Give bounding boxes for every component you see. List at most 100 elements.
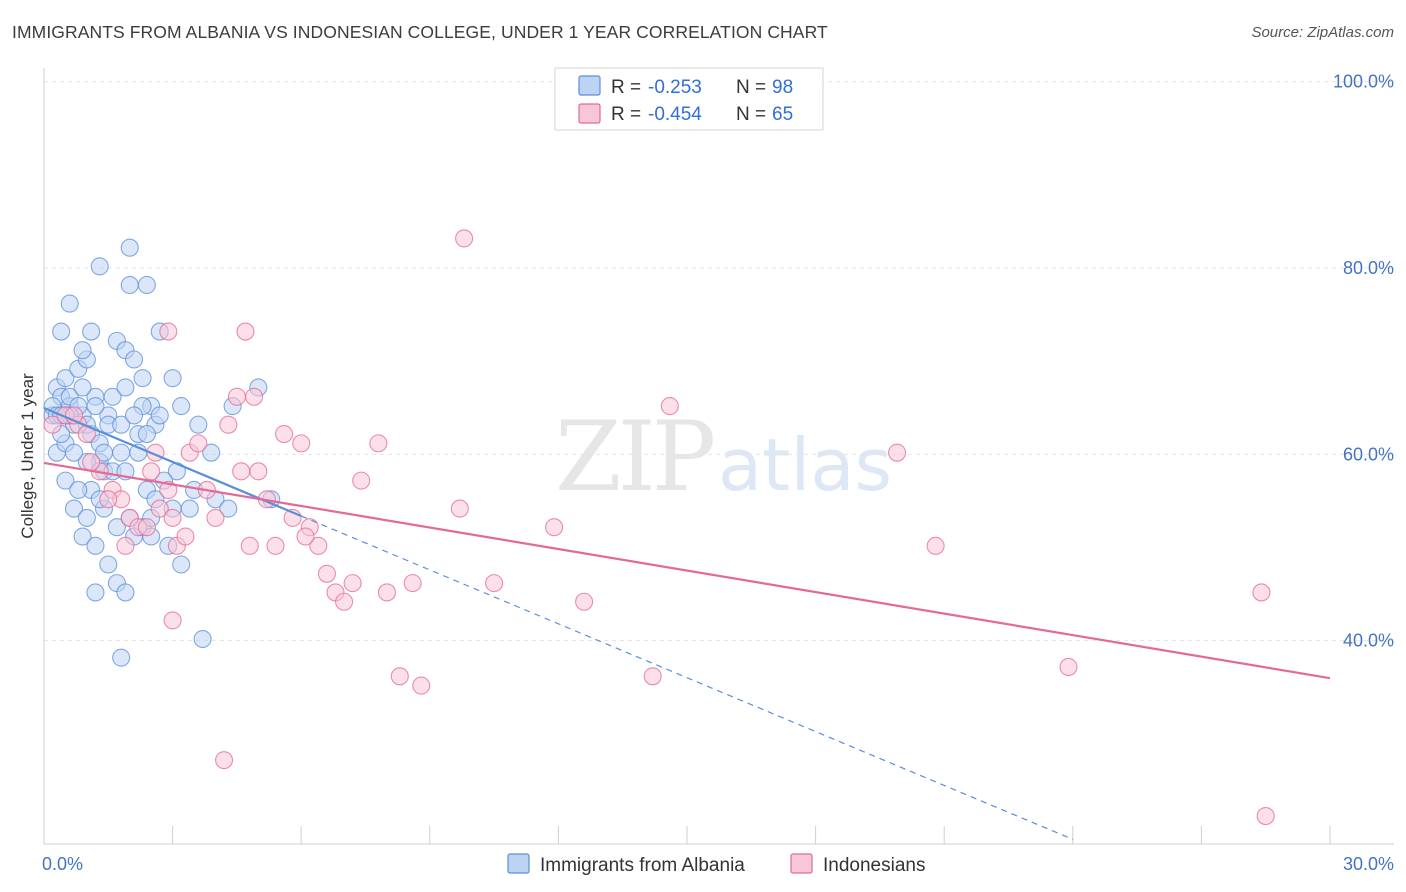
stats-r-label-albania: R = xyxy=(611,77,641,98)
y-tick-label: 100.0% xyxy=(1333,72,1394,92)
indonesian-point xyxy=(545,518,564,537)
albania-point xyxy=(86,536,105,555)
indonesian-point xyxy=(249,462,268,481)
albania-trend-extension xyxy=(300,515,1074,840)
indonesian-point xyxy=(163,508,182,527)
indonesian-point xyxy=(309,536,328,555)
indonesian-point xyxy=(214,751,234,770)
albania-point xyxy=(124,406,144,425)
indonesian-point xyxy=(643,667,662,686)
legend-swatch-indonesians[interactable] xyxy=(790,853,813,874)
indonesian-point xyxy=(377,583,396,602)
albania-point xyxy=(180,499,199,518)
albania-point xyxy=(64,443,84,462)
indonesian-point xyxy=(275,424,294,444)
indonesian-point xyxy=(219,415,238,434)
indonesian-point xyxy=(403,574,422,593)
data-points xyxy=(43,229,1275,826)
indonesian-point xyxy=(412,676,431,695)
albania-point xyxy=(107,518,126,537)
indonesian-point xyxy=(455,229,474,248)
stats-n-label-albania: N = xyxy=(736,77,766,98)
albania-point xyxy=(56,471,75,490)
indonesian-point xyxy=(335,592,354,611)
y-tick-label: 60.0% xyxy=(1343,444,1394,464)
legend-label-albania[interactable]: Immigrants from Albania xyxy=(540,855,745,876)
indonesian-point xyxy=(317,564,336,583)
albania-point xyxy=(73,341,92,360)
indonesian-point xyxy=(292,434,311,453)
albania-point xyxy=(73,527,92,546)
indonesian-trend-line xyxy=(43,461,1331,680)
y-tick-label: 40.0% xyxy=(1343,631,1394,651)
albania-point xyxy=(193,629,212,649)
albania-point xyxy=(99,555,118,574)
y-tick-label: 80.0% xyxy=(1343,258,1394,278)
stats-r-value-indonesians: -0.454 xyxy=(648,104,702,125)
albania-point xyxy=(137,424,156,444)
indonesian-point xyxy=(343,574,362,593)
stats-n-value-indonesians: 65 xyxy=(772,104,793,125)
albania-point xyxy=(112,648,131,667)
x-tick-label-max: 30.0% xyxy=(1343,854,1394,874)
indonesian-point xyxy=(575,592,594,611)
trend-lines xyxy=(43,406,1331,840)
indonesian-point xyxy=(159,322,178,341)
stats-n-value-albania: 98 xyxy=(772,77,793,98)
albania-point xyxy=(56,369,75,388)
indonesian-point xyxy=(240,536,259,555)
indonesian-point xyxy=(99,490,118,509)
watermark: ZIP atlas xyxy=(555,401,892,513)
indonesian-point xyxy=(352,471,371,490)
indonesian-point xyxy=(163,611,182,630)
indonesian-point xyxy=(137,518,156,537)
albania-point xyxy=(189,415,208,434)
stats-swatch-indonesians xyxy=(578,103,601,124)
indonesian-point xyxy=(660,397,679,416)
indonesian-point xyxy=(1256,806,1275,826)
source-credit: Source: ZipAtlas.com xyxy=(1251,24,1394,41)
axes xyxy=(43,68,1394,845)
albania-point xyxy=(124,350,144,369)
stats-n-label-indonesians: N = xyxy=(736,104,766,125)
stats-legend: R = -0.253 N = 98 R = -0.454 N = 65 xyxy=(554,67,824,131)
albania-point xyxy=(133,369,152,388)
indonesian-point xyxy=(142,462,161,481)
indonesian-point xyxy=(266,536,285,555)
y-axis-label: College, Under 1 year xyxy=(18,373,37,539)
indonesian-point xyxy=(227,387,246,406)
indonesian-point xyxy=(150,499,169,518)
legend-swatch-albania[interactable] xyxy=(507,853,530,874)
stats-r-value-albania: -0.253 xyxy=(648,77,702,98)
indonesian-point xyxy=(236,322,255,341)
indonesian-point xyxy=(176,527,195,546)
albania-point xyxy=(116,378,135,397)
albania-point xyxy=(77,508,96,527)
albania-point xyxy=(60,294,79,313)
legend-label-indonesians[interactable]: Indonesians xyxy=(823,855,925,876)
indonesian-point xyxy=(1252,583,1271,602)
albania-point xyxy=(86,397,105,416)
albania-point xyxy=(86,583,105,602)
series-legend: Immigrants from Albania Indonesians xyxy=(507,853,925,876)
chart-title: IMMIGRANTS FROM ALBANIA VS INDONESIAN CO… xyxy=(12,22,828,42)
albania-point xyxy=(112,443,131,462)
indonesian-point xyxy=(485,574,504,593)
indonesian-point xyxy=(232,462,251,481)
x-tick-label-min: 0.0% xyxy=(42,854,83,874)
indonesian-point xyxy=(43,415,62,434)
albania-point xyxy=(103,387,122,406)
albania-point xyxy=(163,369,182,388)
indonesian-point xyxy=(206,508,225,527)
albania-point xyxy=(120,275,139,295)
stats-swatch-albania xyxy=(578,75,601,96)
stats-r-label-indonesians: R = xyxy=(611,104,641,125)
albania-point xyxy=(94,443,114,462)
indonesian-point xyxy=(116,536,135,555)
indonesian-point xyxy=(390,667,409,686)
indonesian-point xyxy=(450,499,469,518)
albania-point xyxy=(172,397,191,416)
albania-point xyxy=(202,443,221,462)
albania-point xyxy=(73,378,92,397)
